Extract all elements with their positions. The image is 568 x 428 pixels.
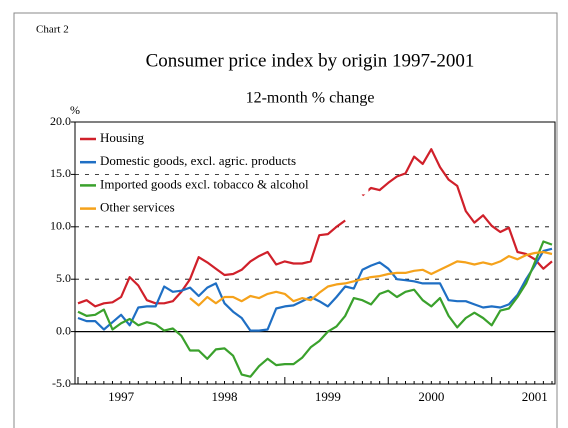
legend-bg: [80, 130, 158, 148]
y-tick-label: 15.0: [50, 166, 71, 180]
plot-area: [74, 121, 556, 385]
series-line: [77, 148, 553, 308]
y-tick-label: 0.0: [56, 323, 71, 337]
chart-title: Consumer price index by origin 1997-2001: [146, 50, 475, 71]
x-tick-label: 1997: [108, 389, 135, 404]
legend-bg: [80, 199, 206, 218]
legend-label: Other services: [100, 200, 175, 215]
legend-bg: [80, 153, 362, 172]
series-line: [189, 250, 553, 307]
x-tick-label: 2000: [418, 389, 444, 404]
legend-bg: [80, 176, 369, 195]
x-tick-label: 2001: [522, 389, 548, 404]
y-tick-label: 20.0: [50, 114, 71, 128]
x-tick-label: 1999: [315, 389, 341, 404]
y-tick-label: 5.0: [56, 271, 71, 285]
x-tick-label: 1998: [212, 389, 238, 404]
y-tick-label: 10.0: [50, 219, 71, 233]
y-tick-label: -5.0: [52, 376, 71, 390]
series-line: [77, 240, 553, 378]
legend-label: Housing: [100, 130, 145, 145]
series-line: [77, 247, 553, 332]
legend-label: Domestic goods, excl. agric. products: [100, 153, 296, 168]
chart-label: Chart 2: [36, 24, 69, 36]
chart-subtitle: 12-month % change: [246, 90, 375, 107]
y-unit: %: [70, 103, 80, 117]
frame: [13, 12, 558, 428]
legend-label: Imported goods excl. tobacco & alcohol: [100, 176, 309, 191]
